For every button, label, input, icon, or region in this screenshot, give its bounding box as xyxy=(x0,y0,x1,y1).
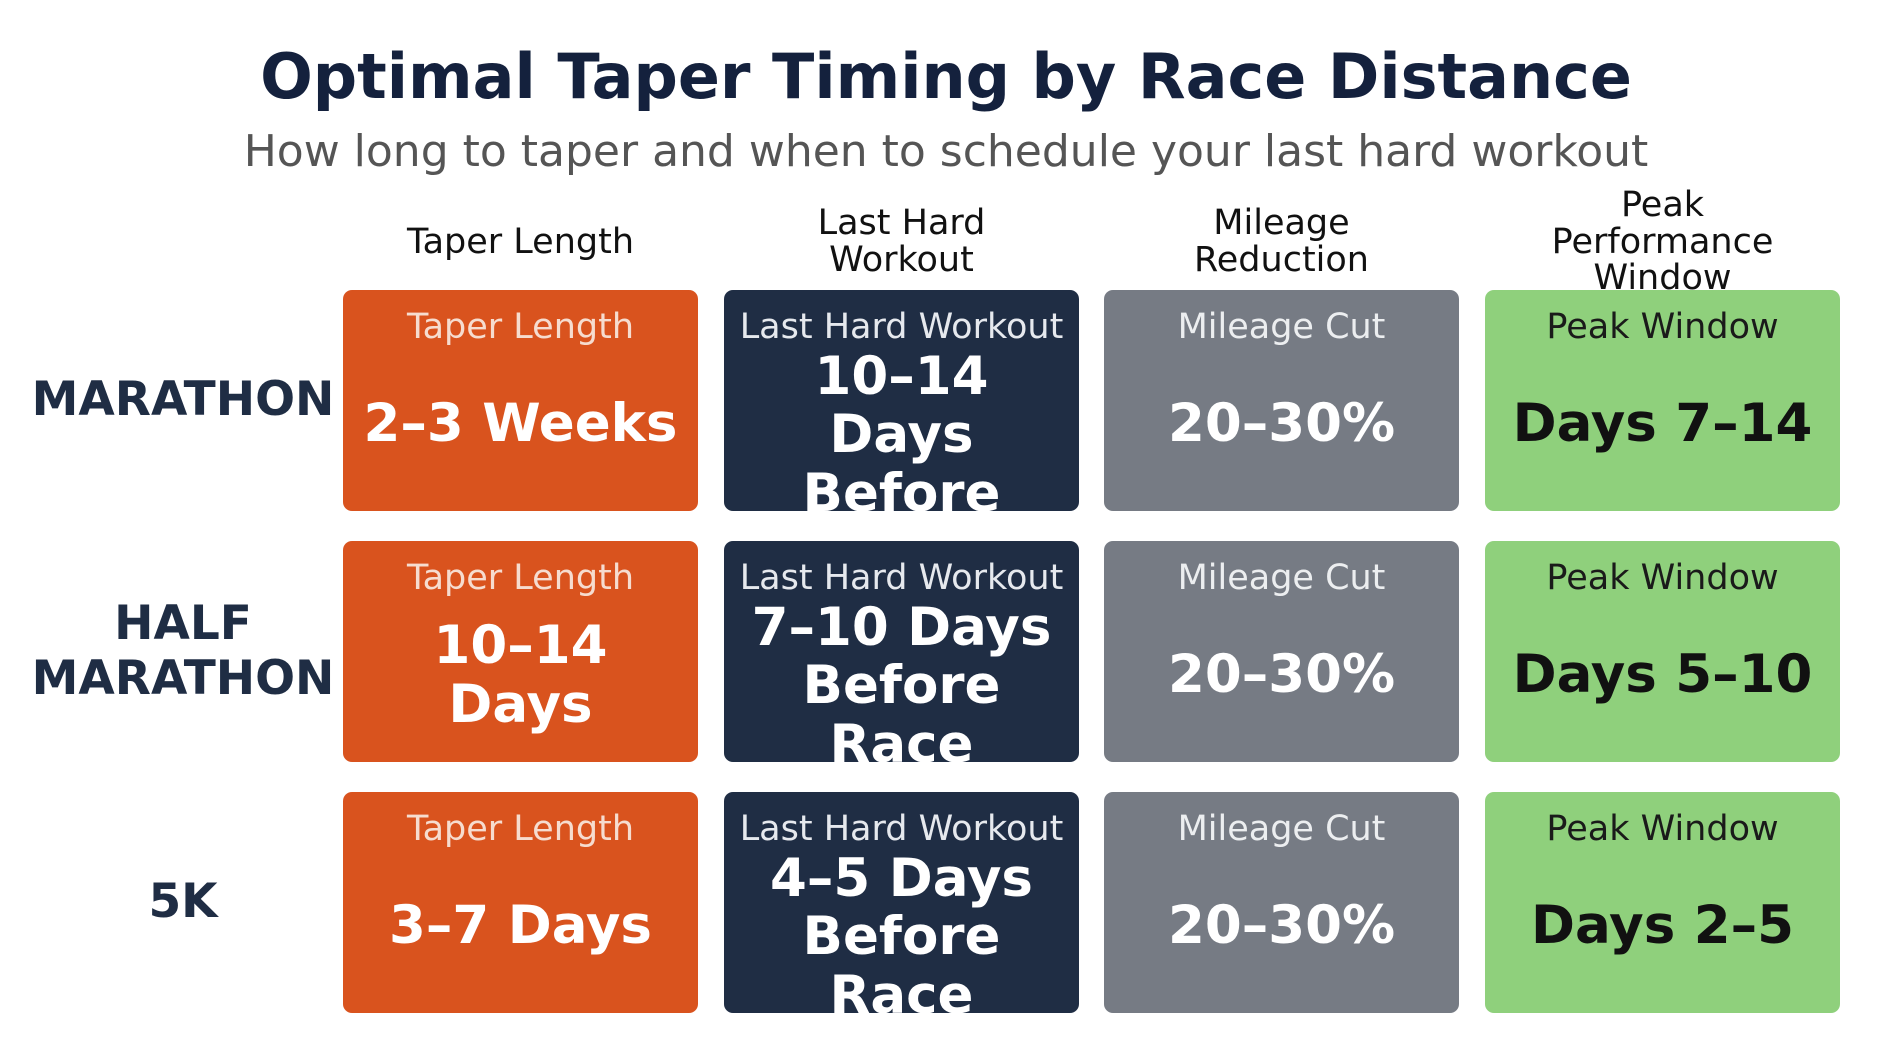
row-label: 5K xyxy=(148,874,218,930)
cell-value: 4–5 Days Before Race xyxy=(770,848,1033,1026)
cell-value: 20–30% xyxy=(1167,644,1396,706)
cell-label: Last Hard Workout xyxy=(739,307,1064,347)
cell-value: 20–30% xyxy=(1167,895,1396,957)
cell-label: Mileage Cut xyxy=(1177,809,1386,849)
cell-value: 3–7 Days xyxy=(389,895,652,957)
row-label: HALF MARATHON xyxy=(31,596,335,706)
cell-label: Mileage Cut xyxy=(1177,307,1386,347)
cell-value: Days 2–5 xyxy=(1531,895,1794,957)
row-label: MARATHON xyxy=(31,372,335,428)
title: Optimal Taper Timing by Race Distance xyxy=(260,40,1632,113)
cell-value: 20–30% xyxy=(1167,393,1396,455)
cell-label: Mileage Cut xyxy=(1177,558,1386,598)
column-header: Last Hard Workout xyxy=(817,203,986,280)
cell: Last Hard Workout 7–10 Days Before Race xyxy=(724,541,1079,773)
cell: Peak Window Days 7–14 xyxy=(1485,290,1840,511)
cell: Peak Window Days 2–5 xyxy=(1485,792,1840,1013)
cell: Taper Length 2–3 Weeks xyxy=(343,290,698,511)
column-header: Mileage Reduction xyxy=(1194,203,1369,280)
cell: Mileage Cut 20–30% xyxy=(1104,290,1459,511)
cell-value: 7–10 Days Before Race xyxy=(751,597,1052,775)
cell: Mileage Cut 20–30% xyxy=(1104,541,1459,762)
cell: Peak Window Days 5–10 xyxy=(1485,541,1840,762)
column-header: Taper Length xyxy=(406,221,635,262)
cell-value: Days 7–14 xyxy=(1512,393,1813,455)
cell-value: 2–3 Weeks xyxy=(363,393,678,455)
cell-label: Peak Window xyxy=(1546,809,1779,849)
cell-value: Days 5–10 xyxy=(1512,644,1813,706)
cell-label: Last Hard Workout xyxy=(739,809,1064,849)
cell-label: Taper Length xyxy=(406,558,635,598)
cell: Last Hard Workout 4–5 Days Before Race xyxy=(724,792,1079,1024)
cell-label: Peak Window xyxy=(1546,307,1779,347)
cell-label: Taper Length xyxy=(406,809,635,849)
subtitle: How long to taper and when to schedule y… xyxy=(243,126,1649,177)
cell-label: Peak Window xyxy=(1546,558,1779,598)
cell: Taper Length 3–7 Days xyxy=(343,792,698,1013)
cell: Mileage Cut 20–30% xyxy=(1104,792,1459,1013)
cell-label: Taper Length xyxy=(406,307,635,347)
cell: Taper Length 10–14 Days xyxy=(343,541,698,762)
cell-label: Last Hard Workout xyxy=(739,558,1064,598)
cell-value: 10–14 Days xyxy=(433,615,608,735)
cell-value: 10–14 Days Before Race xyxy=(802,346,1001,580)
column-header: Peak Performance Window xyxy=(1551,184,1774,299)
